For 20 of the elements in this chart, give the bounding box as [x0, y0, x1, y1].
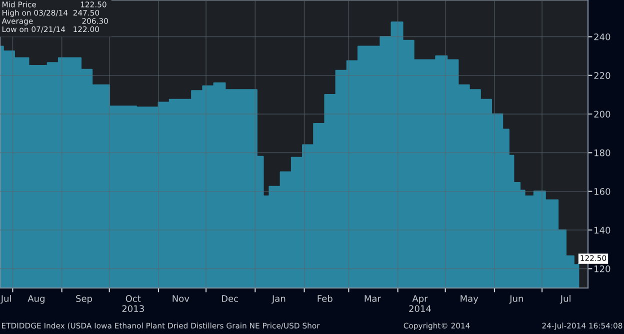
- x-tick-label: Jul: [0, 294, 11, 304]
- x-tick-label: Sep: [76, 295, 92, 304]
- y-tick-label: 240: [594, 33, 610, 40]
- x-tick-label: Jun: [509, 295, 523, 304]
- x-tick-label: Feb: [318, 294, 332, 302]
- x-tick-label: Nov: [172, 295, 190, 302]
- y-tick-label: 160: [594, 188, 610, 195]
- x-tick-label: Apr 2014: [409, 295, 431, 312]
- x-tick-label: Mar: [364, 295, 381, 302]
- y-tick-label: 220: [594, 72, 610, 79]
- y-tick-label: 140: [594, 226, 610, 234]
- x-tick-label: Oct 2013: [122, 295, 144, 312]
- x-tick-label: Dec: [222, 295, 238, 302]
- y-tick-label: 200: [594, 110, 610, 118]
- y-tick-label: 180: [594, 149, 610, 156]
- y-tick-label: 120: [594, 265, 610, 272]
- x-tick-label: Jul: [560, 294, 570, 304]
- x-tick-label: Aug: [28, 295, 44, 304]
- x-tick-label: Jan: [272, 295, 286, 304]
- x-tick-label: May: [460, 295, 478, 304]
